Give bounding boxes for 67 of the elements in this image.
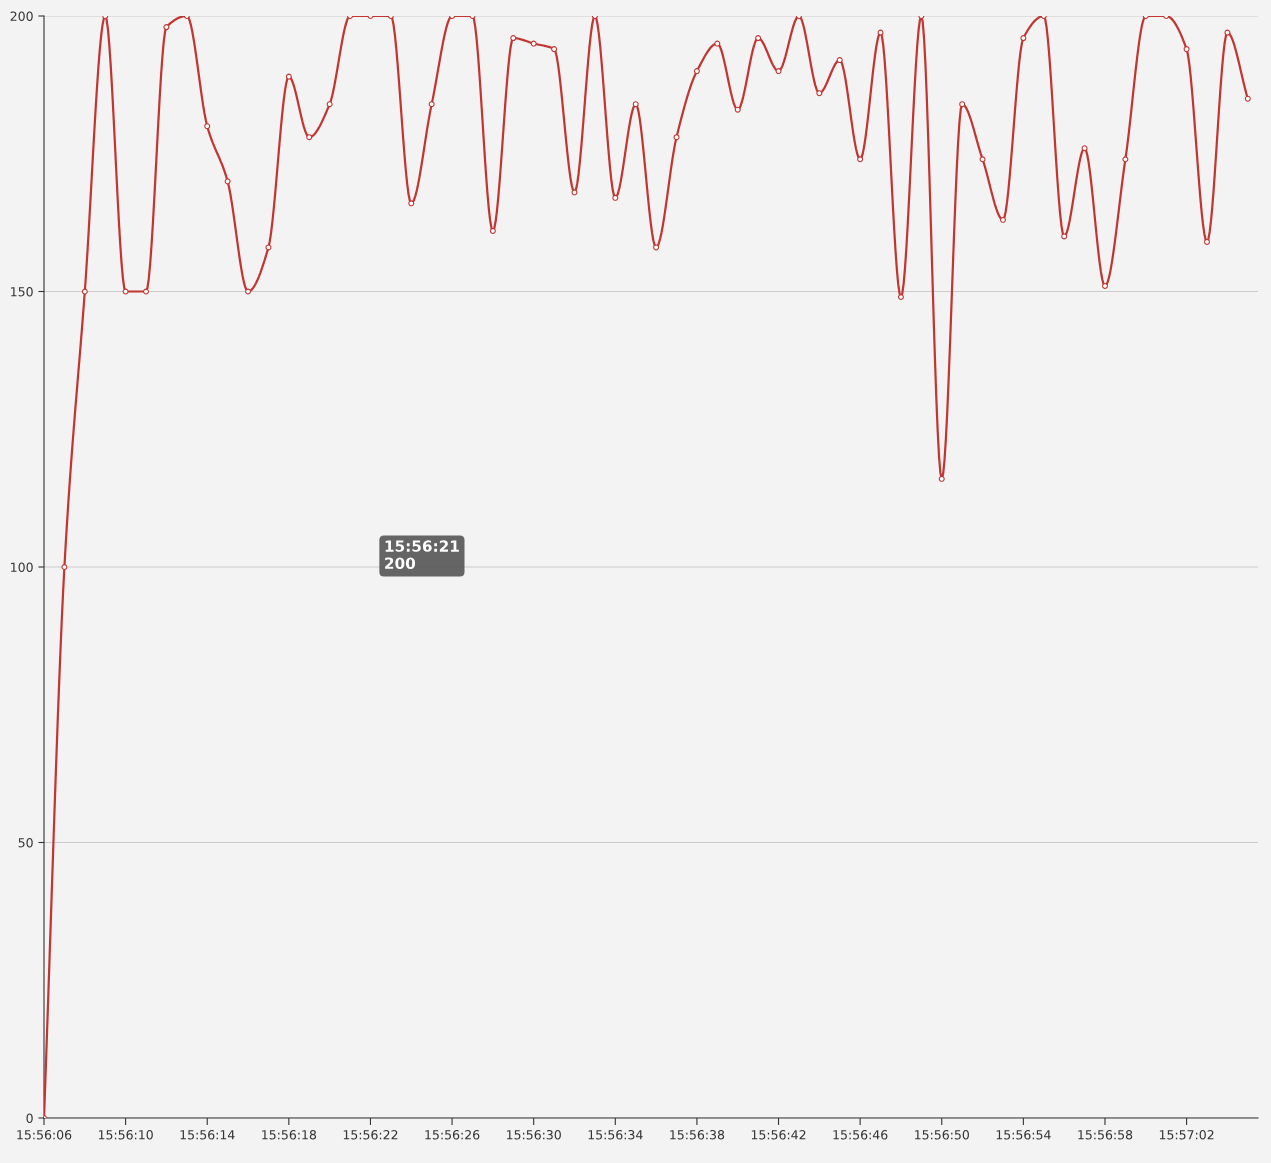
point: [204, 123, 211, 130]
point: [857, 156, 864, 163]
point: [714, 40, 721, 47]
x-tick-label: 15:56:22: [343, 1130, 398, 1140]
annotation: 15:56:21 200: [385, 540, 459, 569]
point: [877, 29, 884, 36]
point: [326, 101, 333, 108]
point: [1122, 156, 1129, 163]
point: [81, 288, 88, 295]
x-tick-label: 15:56:26: [425, 1130, 480, 1140]
point: [897, 294, 904, 300]
point: [836, 57, 843, 64]
point: [1081, 145, 1088, 152]
point: [245, 288, 252, 295]
point: [571, 189, 578, 196]
x-tick-label: 15:56:14: [180, 1130, 235, 1140]
point: [632, 101, 639, 108]
point: [938, 475, 945, 482]
x-tick-label: 15:57:02: [1159, 1130, 1214, 1140]
point: [530, 40, 537, 47]
point: [1020, 35, 1027, 42]
x-tick-label: 15:56:50: [915, 1130, 969, 1140]
point: [1204, 238, 1210, 245]
x-tick-label: 15:56:06: [17, 1130, 72, 1140]
point: [551, 46, 558, 53]
y-tick-label: 50: [18, 837, 33, 848]
point: [122, 288, 129, 295]
x-tick-label: 15:56:18: [262, 1130, 317, 1140]
x-tick-label: 15:56:34: [588, 1130, 643, 1140]
y-tick-label: 150: [11, 286, 33, 297]
point: [673, 134, 680, 141]
point: [510, 35, 517, 42]
x-tick-label: 15:56:54: [996, 1130, 1051, 1140]
y-tick-label: 200: [10, 11, 33, 21]
point: [653, 244, 660, 251]
point: [612, 194, 619, 201]
point: [734, 106, 741, 113]
point: [1101, 283, 1108, 289]
point: [1244, 95, 1251, 102]
point: [306, 134, 313, 141]
y-tick-label: 0: [26, 1113, 33, 1123]
point: [999, 216, 1006, 223]
point: [163, 24, 170, 31]
point: [489, 227, 496, 234]
point: [959, 101, 966, 108]
x-tick-label: 15:56:46: [833, 1130, 888, 1140]
point: [1183, 46, 1190, 53]
x-tick-label: 15:56:42: [751, 1130, 806, 1140]
point: [693, 68, 700, 75]
x-tick-label: 15:56:58: [1078, 1130, 1133, 1140]
point: [408, 200, 415, 207]
point: [775, 68, 782, 75]
point: [1061, 233, 1068, 240]
point: [224, 178, 231, 185]
x-tick-label: 15:56:30: [506, 1130, 561, 1140]
point: [285, 73, 292, 80]
point: [265, 244, 272, 251]
point: [816, 90, 823, 97]
y-tick-label: 100: [11, 562, 33, 572]
point: [428, 101, 435, 108]
point: [755, 35, 762, 42]
point: [1224, 29, 1231, 36]
point: [979, 156, 986, 163]
x-tick-label: 15:56:38: [670, 1130, 725, 1140]
point: [61, 564, 68, 570]
point: [143, 288, 150, 295]
x-tick-label: 15:56:10: [98, 1130, 153, 1140]
